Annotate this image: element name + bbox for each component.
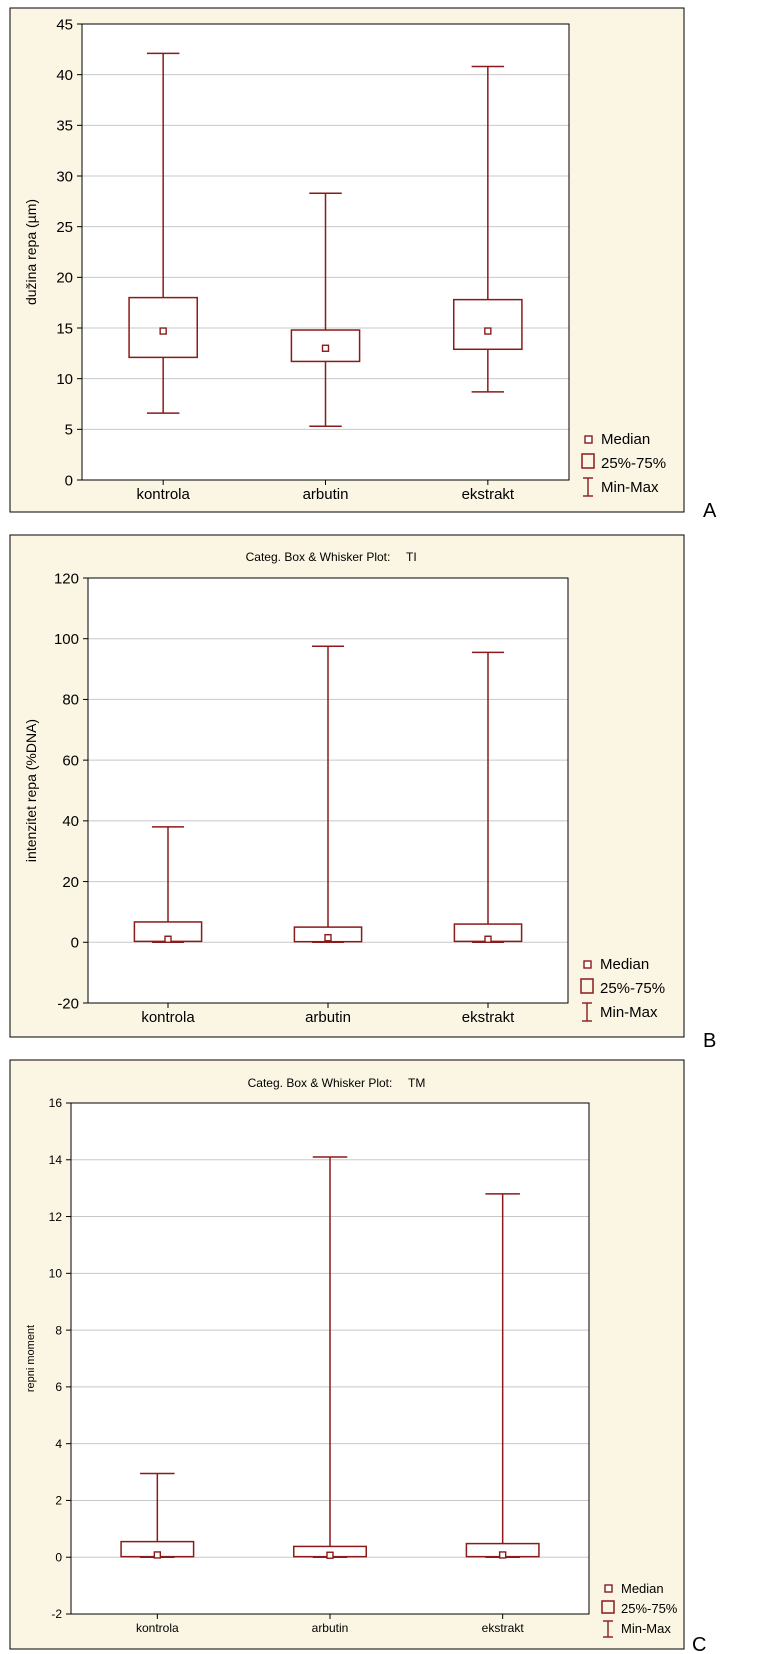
y-tick-label: 12 xyxy=(49,1210,63,1224)
median-marker xyxy=(498,1551,507,1559)
x-tick-label: ekstrakt xyxy=(482,1621,525,1635)
iqr-box xyxy=(452,298,523,351)
panel-letter: C xyxy=(692,1634,706,1654)
y-axis-label: repni moment xyxy=(25,1325,37,1392)
y-tick-label: 40 xyxy=(62,813,79,830)
chart-title: Categ. Box & Whisker Plot: xyxy=(246,550,391,564)
legend-box-label: 25%-75% xyxy=(600,980,665,997)
y-tick-label: 5 xyxy=(65,422,73,439)
y-tick-label: 20 xyxy=(62,874,79,891)
y-tick-label: 40 xyxy=(56,67,73,84)
legend-box-icon xyxy=(601,1600,615,1614)
median-marker xyxy=(153,1551,162,1559)
panel-letter: A xyxy=(703,500,717,522)
legend-median-icon xyxy=(583,960,592,969)
x-tick-label: kontrola xyxy=(136,1621,179,1635)
y-tick-label: 45 xyxy=(56,16,73,33)
y-axis-label: intenzitet repa (%DNA) xyxy=(23,719,39,862)
x-tick-label: arbutin xyxy=(303,486,349,503)
y-tick-label: 0 xyxy=(55,1550,62,1564)
y-tick-label: 30 xyxy=(56,168,73,185)
x-tick-label: ekstrakt xyxy=(462,486,515,503)
y-tick-label: 16 xyxy=(49,1096,63,1110)
y-tick-label: 80 xyxy=(62,692,79,709)
y-tick-label: -2 xyxy=(51,1607,62,1621)
y-tick-label: 4 xyxy=(55,1437,62,1451)
y-tick-label: 20 xyxy=(56,270,73,287)
chart-title: Categ. Box & Whisker Plot: xyxy=(248,1076,393,1090)
chart-panel-A: 0 5 10 15 20 25 30 35 40 45 dužina repa (µm) kontro… xyxy=(9,7,717,522)
legend-median-icon xyxy=(584,435,593,444)
legend-whisker-label: Min-Max xyxy=(600,1004,658,1021)
iqr-box xyxy=(293,926,363,943)
median-marker xyxy=(324,934,332,942)
y-tick-label: 0 xyxy=(71,935,79,952)
legend-box-label: 25%-75% xyxy=(601,455,666,472)
legend-median-label: Median xyxy=(600,956,649,973)
legend-box-icon xyxy=(580,978,594,994)
y-tick-label: 10 xyxy=(49,1267,63,1281)
chart-title-variable: TI xyxy=(406,550,417,564)
x-tick-label: kontrola xyxy=(136,486,190,503)
x-tick-label: arbutin xyxy=(305,1009,351,1026)
legend-whisker-label: Min-Max xyxy=(621,1621,671,1636)
legend-box-label: 25%-75% xyxy=(621,1601,678,1616)
legend-median-label: Median xyxy=(621,1581,664,1596)
y-tick-label: 0 xyxy=(65,472,73,489)
y-tick-label: 15 xyxy=(56,320,73,337)
y-tick-label: -20 xyxy=(57,995,79,1012)
panel-letter: B xyxy=(703,1030,716,1052)
y-tick-label: 6 xyxy=(55,1380,62,1394)
chart-panel-C: -2 0 2 4 6 8 10 12 14 16 repni moment Categ. Box & … xyxy=(9,1059,706,1654)
chart-title-variable: TM xyxy=(408,1076,425,1090)
y-tick-label: 2 xyxy=(55,1494,62,1508)
median-marker xyxy=(164,935,172,943)
y-tick-label: 14 xyxy=(49,1153,63,1167)
legend-box-icon xyxy=(581,453,595,469)
x-tick-label: arbutin xyxy=(312,1621,349,1635)
legend-whisker-label: Min-Max xyxy=(601,479,659,496)
y-tick-label: 35 xyxy=(56,118,73,135)
y-tick-label: 25 xyxy=(56,219,73,236)
median-marker xyxy=(159,327,167,335)
median-marker xyxy=(484,327,492,335)
iqr-box xyxy=(128,296,199,359)
y-axis-label: dužina repa (µm) xyxy=(23,199,39,305)
y-tick-label: 120 xyxy=(54,570,79,587)
median-marker xyxy=(484,935,492,943)
y-tick-label: 60 xyxy=(62,752,79,769)
y-tick-label: 10 xyxy=(56,371,73,388)
chart-panel-B: -20 0 20 40 60 80 100 120 intenzitet repa (%DNA)… xyxy=(9,534,716,1052)
legend-median-label: Median xyxy=(601,431,650,448)
x-tick-label: kontrola xyxy=(141,1009,195,1026)
y-tick-label: 100 xyxy=(54,631,79,648)
y-tick-label: 8 xyxy=(55,1323,62,1337)
legend-median-icon xyxy=(604,1584,613,1593)
x-tick-label: ekstrakt xyxy=(462,1009,515,1026)
median-marker xyxy=(326,1551,334,1559)
median-marker xyxy=(321,344,330,352)
iqr-box xyxy=(290,329,361,363)
